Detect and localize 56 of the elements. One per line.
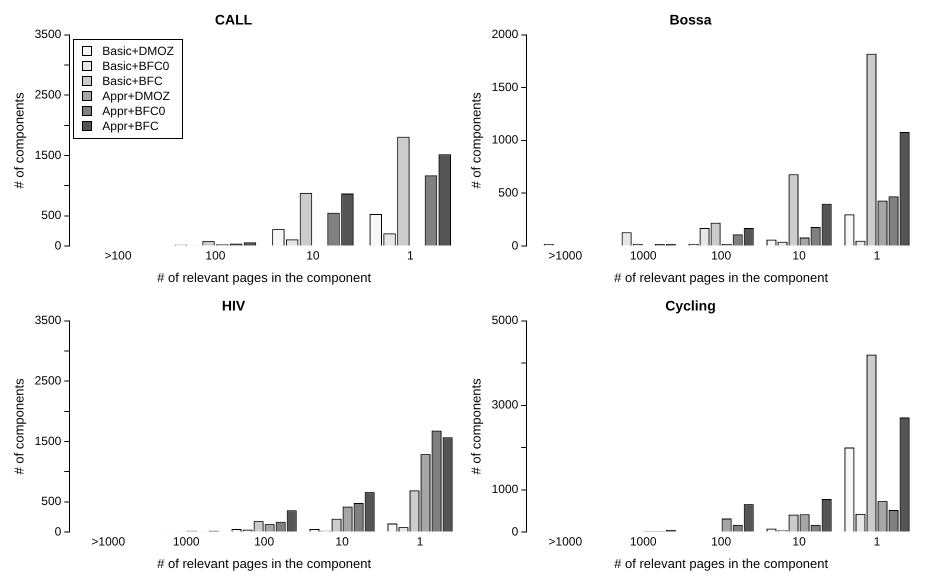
x-axis-title: # of relevant pages in the component bbox=[157, 270, 372, 285]
x-axis-title: # of relevant pages in the component bbox=[157, 556, 372, 571]
y-tick-label: 2000 bbox=[492, 27, 519, 42]
y-axis-title: # of components bbox=[468, 378, 484, 474]
legend-label: Basic+BFC bbox=[102, 74, 163, 89]
y-tick-label: 0 bbox=[54, 238, 62, 252]
y-tick-label: 3500 bbox=[34, 313, 62, 328]
x-tick-label: 1 bbox=[406, 248, 414, 263]
x-axis-title: # of relevant pages in the component bbox=[614, 270, 828, 285]
y-tick-label: 500 bbox=[41, 208, 62, 222]
x-tick-label: 100 bbox=[711, 534, 732, 549]
x-tick-label: >1000 bbox=[548, 534, 582, 549]
y-axis-title: # of components bbox=[11, 378, 26, 474]
x-tick-label: >1000 bbox=[91, 534, 126, 549]
y-tick-label: 1000 bbox=[492, 132, 519, 147]
y-tick-label: 5000 bbox=[492, 313, 519, 328]
y-tick-label: 1500 bbox=[34, 434, 62, 448]
chart-title: CALL bbox=[214, 11, 253, 28]
y-tick-label: 0 bbox=[512, 238, 519, 252]
y-tick-label: 1500 bbox=[492, 80, 519, 94]
x-tick-label: >1000 bbox=[548, 248, 582, 263]
x-axis-title: # of relevant pages in the component bbox=[614, 556, 828, 571]
y-axis-title: # of components bbox=[468, 92, 484, 188]
x-tick-label: 10 bbox=[792, 248, 806, 263]
x-tick-label: 100 bbox=[205, 248, 226, 263]
x-tick-label: 10 bbox=[306, 248, 320, 263]
y-tick-label: 1500 bbox=[34, 148, 62, 162]
chart-title: Bossa bbox=[669, 11, 712, 28]
y-tick-label: 0 bbox=[512, 524, 519, 538]
chart-title: Cycling bbox=[665, 297, 716, 314]
legend-label: Appr+BFC0 bbox=[102, 104, 166, 119]
x-tick-label: 1 bbox=[874, 534, 881, 549]
x-tick-label: 1000 bbox=[172, 534, 200, 549]
x-tick-label: 10 bbox=[335, 534, 350, 549]
y-tick-label: 0 bbox=[54, 524, 62, 538]
x-tick-label: >100 bbox=[104, 248, 132, 263]
x-tick-label: 10 bbox=[792, 534, 806, 549]
x-tick-label: 1000 bbox=[630, 534, 657, 549]
y-tick-label: 2500 bbox=[34, 87, 62, 102]
y-tick-label: 1000 bbox=[492, 482, 519, 496]
legend-label: Appr+BFC bbox=[102, 118, 159, 134]
chart-title: HIV bbox=[222, 297, 246, 314]
x-tick-label: 1 bbox=[416, 534, 424, 549]
y-tick-label: 3000 bbox=[492, 398, 519, 412]
y-tick-label: 3500 bbox=[34, 27, 62, 42]
x-tick-label: 100 bbox=[254, 534, 274, 549]
x-tick-label: 100 bbox=[711, 248, 732, 263]
y-tick-label: 2500 bbox=[34, 373, 62, 388]
legend-label: Appr+DMOZ bbox=[102, 88, 170, 104]
legend-label: Basic+BFC0 bbox=[102, 58, 170, 74]
y-axis-title: # of components bbox=[11, 92, 26, 188]
y-tick-label: 500 bbox=[41, 494, 62, 508]
x-tick-label: 1 bbox=[874, 248, 881, 263]
legend-label: Basic+DMOZ bbox=[102, 44, 174, 59]
y-tick-label: 500 bbox=[498, 186, 519, 200]
x-tick-label: 1000 bbox=[630, 248, 657, 263]
